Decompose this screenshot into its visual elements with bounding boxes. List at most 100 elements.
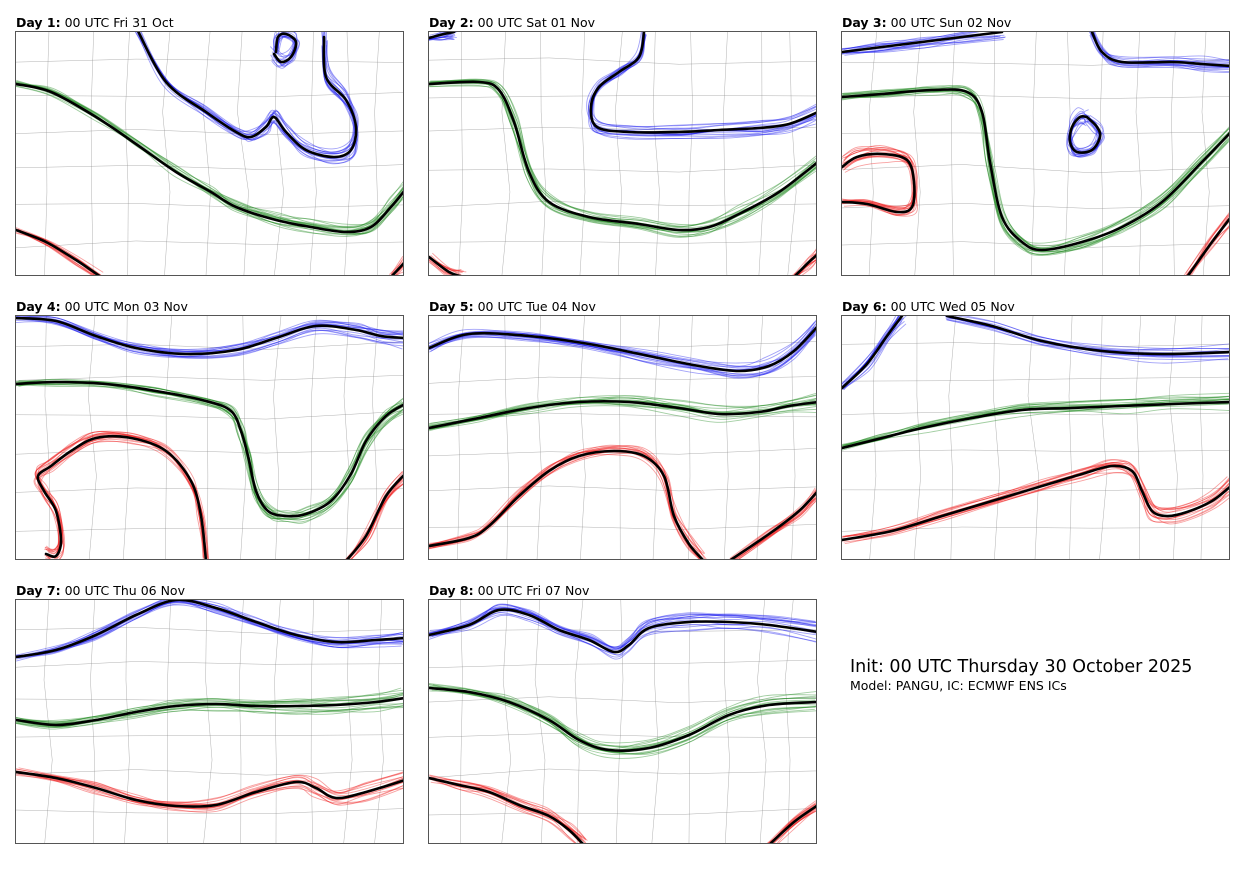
- map-plot: [429, 600, 816, 843]
- ensemble-member-line: [588, 33, 816, 133]
- spaghetti-map: [428, 31, 817, 276]
- ensemble-member-line: [590, 33, 816, 140]
- ensemble-member-line: [429, 37, 454, 40]
- state-border-line: [1168, 316, 1178, 559]
- ensemble-member-line: [776, 810, 816, 843]
- ensemble-member-line: [593, 32, 816, 127]
- state-border-line: [651, 600, 660, 843]
- ensemble-member-line: [274, 35, 301, 68]
- panel-title: Day 1: 00 UTC Fri 31 Oct: [16, 15, 174, 30]
- ensemble-member-line: [1094, 34, 1229, 68]
- ensemble-member-line: [844, 35, 1001, 56]
- panel-title: Day 7: 00 UTC Thu 06 Nov: [16, 583, 185, 598]
- ensemble-member-line: [1183, 213, 1229, 275]
- panel-title: Day 4: 00 UTC Mon 03 Nov: [16, 299, 188, 314]
- ensemble-member-line: [429, 450, 703, 559]
- ensemble-member-line: [946, 319, 1229, 361]
- valid-time: 00 UTC Mon 03 Nov: [64, 299, 188, 314]
- state-border-line: [501, 32, 511, 275]
- ensemble-member-line: [16, 318, 403, 358]
- ensemble-member-line: [1089, 34, 1229, 74]
- state-border-line: [371, 316, 379, 559]
- day-label: Day 1:: [16, 15, 61, 30]
- ensemble-member-line: [842, 403, 1229, 451]
- state-border-line: [16, 203, 403, 209]
- ensemble-member-line: [16, 770, 403, 807]
- ensemble-member-line: [390, 259, 403, 275]
- ensemble-mean-line: [429, 399, 816, 430]
- state-border-line: [615, 600, 624, 843]
- ensemble-member-line: [17, 83, 403, 226]
- ensemble-member-line: [843, 89, 1229, 253]
- ensemble-member-line: [429, 450, 703, 559]
- ensemble-member-line: [429, 686, 816, 747]
- ensemble-member-line: [737, 500, 816, 559]
- ensemble-member-line: [16, 604, 402, 662]
- ensemble-member-line: [738, 497, 816, 559]
- ensemble-member-line: [17, 600, 403, 658]
- ensemble-mean-line: [842, 88, 1229, 252]
- contour-series: [16, 600, 403, 813]
- state-border-line: [457, 316, 465, 559]
- state-border-line: [429, 696, 816, 704]
- ensemble-member-line: [429, 320, 816, 367]
- state-border-line: [16, 411, 403, 420]
- day-label: Day 6:: [842, 299, 887, 314]
- state-border-line: [274, 32, 284, 275]
- ensemble-member-line: [845, 463, 1229, 537]
- ensemble-mean-line: [429, 449, 704, 559]
- ensemble-member-line: [769, 803, 816, 843]
- ensemble-member-line: [430, 447, 707, 559]
- ensemble-member-line: [842, 86, 1229, 251]
- ensemble-member-line: [430, 778, 577, 843]
- ensemble-member-line: [351, 483, 403, 559]
- spaghetti-map: [428, 315, 817, 560]
- ensemble-mean-line: [391, 262, 403, 275]
- ensemble-member-line: [429, 613, 816, 660]
- ensemble-member-line: [34, 431, 205, 559]
- ensemble-member-line: [842, 398, 1229, 448]
- state-border-line: [1064, 32, 1071, 275]
- ensemble-member-line: [16, 86, 403, 234]
- state-border-line: [913, 316, 921, 559]
- state-border-line: [16, 808, 403, 814]
- ensemble-member-line: [842, 32, 980, 50]
- ensemble-member-line: [429, 261, 451, 275]
- state-border-line: [619, 316, 621, 559]
- ensemble-member-line: [390, 256, 403, 275]
- ensemble-member-line: [17, 705, 403, 728]
- ensemble-member-line: [1091, 33, 1229, 73]
- state-border-line: [993, 316, 1000, 559]
- ensemble-member-line: [17, 601, 403, 657]
- ensemble-member-line: [735, 498, 816, 559]
- ensemble-member-line: [16, 689, 403, 723]
- ensemble-member-line: [842, 90, 1229, 253]
- ensemble-member-line: [1071, 109, 1104, 150]
- ensemble-member-line: [590, 33, 816, 137]
- ensemble-mean-line: [16, 770, 403, 808]
- ensemble-member-line: [842, 87, 1229, 249]
- ensemble-member-line: [16, 318, 403, 356]
- ensemble-member-line: [19, 771, 403, 809]
- ensemble-mean-line: [137, 32, 358, 159]
- map-plot: [429, 316, 816, 559]
- ensemble-member-line: [429, 258, 457, 275]
- state-border-line: [44, 316, 50, 559]
- ensemble-member-line: [16, 692, 403, 721]
- state-border-line: [203, 32, 211, 275]
- state-border-line: [16, 528, 403, 532]
- state-border-line: [206, 316, 209, 559]
- spaghetti-map: [15, 315, 404, 560]
- ensemble-member-line: [429, 603, 816, 649]
- ensemble-member-line: [16, 770, 403, 812]
- ensemble-member-line: [738, 496, 816, 559]
- ensemble-member-line: [843, 459, 1229, 538]
- ensemble-mean-line: [16, 228, 101, 275]
- state-border-line: [123, 316, 129, 559]
- ensemble-mean-line: [429, 608, 816, 654]
- ensemble-member-line: [16, 321, 403, 358]
- ensemble-member-line: [842, 392, 1229, 445]
- ensemble-member-line: [954, 316, 1229, 350]
- state-border-line: [951, 32, 956, 275]
- ensemble-member-line: [137, 32, 357, 153]
